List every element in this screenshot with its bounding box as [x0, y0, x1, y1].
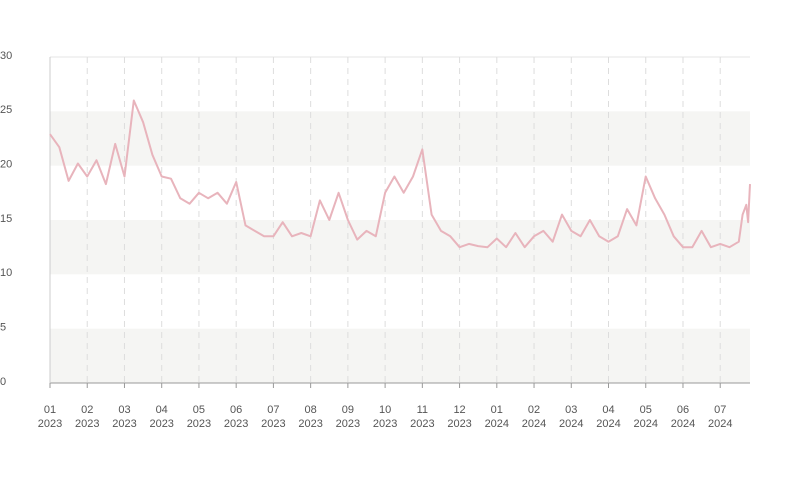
y-tick-label: 10: [0, 267, 12, 279]
x-tick-label: 02 2023: [75, 404, 99, 430]
band: [50, 111, 750, 166]
y-tick-label: 20: [0, 159, 12, 171]
x-tick-label: 08 2023: [298, 404, 322, 430]
band: [50, 328, 750, 383]
x-tick-label: 05 2024: [634, 404, 658, 430]
x-tick-label: 05 2023: [187, 404, 211, 430]
x-tick-label: 11 2023: [410, 404, 434, 430]
x-tick-label: 01 2023: [38, 404, 62, 430]
x-tick-label: 07 2024: [708, 404, 732, 430]
y-tick-label: 30: [0, 50, 12, 62]
x-tick-label: 04 2023: [149, 404, 173, 430]
line: [49, 99, 751, 249]
x-tick-label: 03 2024: [559, 404, 583, 430]
x-tick-label: 07 2023: [261, 404, 285, 430]
x-tick-label: 06 2023: [224, 404, 248, 430]
x-tick-label: 06 2024: [671, 404, 695, 430]
x-tick-label: 04 2024: [596, 404, 620, 430]
y-tick-label: 25: [0, 104, 12, 116]
x-tick-label: 01 2024: [485, 404, 509, 430]
y-tick-label: 5: [0, 322, 6, 334]
band: [50, 220, 750, 275]
x-tick-label: 02 2024: [522, 404, 546, 430]
y-tick-label: 0: [0, 376, 6, 388]
x-tick-label: 03 2023: [112, 404, 136, 430]
x-tick-label: 10 2023: [373, 404, 397, 430]
x-tick-label: 12 2023: [447, 404, 471, 430]
x-tick-label: 09 2023: [336, 404, 360, 430]
y-tick-label: 15: [0, 213, 12, 225]
